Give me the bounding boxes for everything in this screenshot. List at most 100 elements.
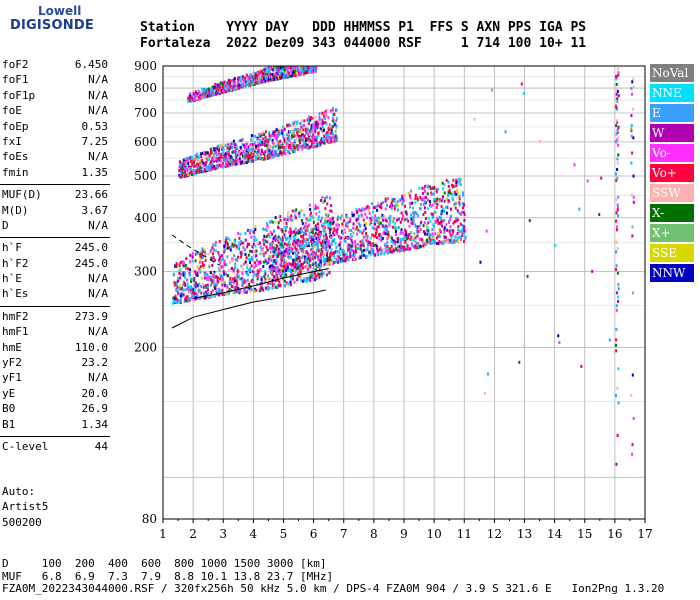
echo-point [458,229,461,233]
echo-point [333,233,336,237]
echo-point [284,152,287,156]
param-value: N/A [88,218,108,232]
echo-point [206,157,209,161]
echo-point [491,88,494,92]
header-line-2: Fortaleza 2022 Dez09 343 044000 RSF 1 71… [140,36,587,51]
echo-point [271,286,274,290]
echo-point [325,122,328,126]
echo-point [630,193,633,197]
echo-point [273,265,276,269]
echo-point [318,230,321,234]
echo-point [318,210,321,214]
echo-point [358,208,361,212]
echo-point [283,138,286,142]
echo-point [301,279,304,283]
echo-point [256,275,259,279]
echo-point [337,255,340,259]
echo-point [452,221,455,225]
echo-point [264,150,267,154]
echo-point [379,221,382,225]
echo-point [266,152,269,156]
echo-point [256,70,259,74]
echo-point [322,272,325,276]
echo-point [266,276,269,280]
echo-point [174,300,177,304]
profile-curves [171,234,329,329]
echo-point [363,223,366,227]
echo-point [282,245,285,249]
echo-point [324,116,327,120]
echo-point [399,243,402,247]
echo-point [431,212,434,216]
echo-point [224,143,227,147]
echo-point [243,156,246,160]
echo-point [399,199,402,203]
echo-point [217,88,220,92]
echo-point [310,139,313,143]
echo-point [362,218,365,222]
echo-point [431,227,434,231]
echo-point [337,260,340,264]
echo-point [344,236,347,240]
echo-point [336,216,339,220]
echo-point [238,159,241,163]
echo-point [330,131,333,135]
echo-point [321,137,324,141]
echo-point [206,283,209,287]
echo-point [261,131,264,135]
echo-point [385,219,388,223]
echo-point [319,142,322,146]
echo-point [262,240,265,244]
echo-point [258,73,261,77]
echo-point [211,263,214,267]
echo-point [180,260,183,264]
echo-point [268,242,271,246]
echo-point [294,233,297,237]
echo-point [557,334,560,338]
echo-point [526,274,529,278]
echo-point [333,255,336,259]
echo-point [254,228,257,232]
echo-point [439,230,442,234]
echo-point [206,94,209,98]
echo-point [204,253,207,257]
echo-point [411,244,414,248]
echo-point [615,104,618,108]
echo-point [459,238,462,242]
echo-point [297,147,300,151]
echo-point [259,156,262,160]
echo-point [290,141,293,145]
echo-point [248,260,251,264]
echo-point [361,231,364,235]
echo-point [288,248,291,252]
echo-point [311,231,314,235]
echo-point [226,163,229,167]
echo-point [249,249,252,253]
echo-point [390,207,393,211]
echo-point [260,276,263,280]
echo-point [246,154,249,158]
echo-point [452,229,455,233]
echo-point [291,147,294,151]
echo-point [267,144,270,148]
echo-point [335,108,338,112]
echo-point [189,288,192,292]
echo-point [438,221,441,225]
echo-point [313,207,316,211]
echo-point [616,89,619,93]
echo-point [315,243,318,247]
echo-point [390,201,393,205]
echo-point [304,229,307,233]
echo-point [196,271,199,275]
auto-label: Auto: [2,485,36,498]
echo-point [252,82,255,86]
echo-point [321,125,324,129]
x-tick-label: 9 [400,527,408,541]
echo-point [362,235,365,239]
echo-point [283,76,286,80]
echo-point [353,257,356,261]
echo-point [251,142,254,146]
echo-point [356,247,359,251]
echo-point [211,252,214,256]
echo-point [233,276,236,280]
